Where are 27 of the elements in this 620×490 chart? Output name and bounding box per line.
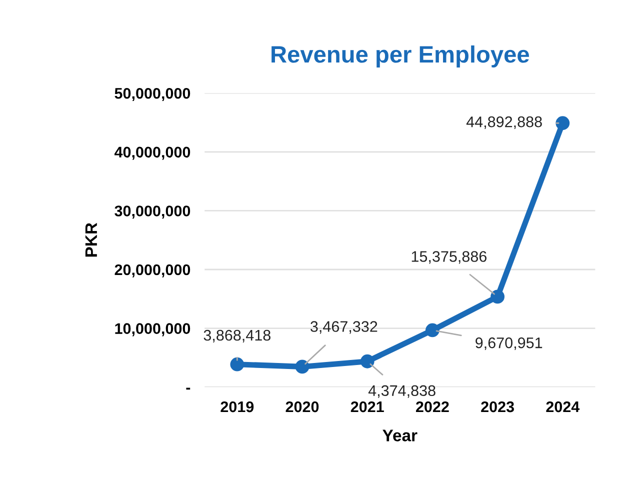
data-label: 4,374,838 xyxy=(368,385,436,398)
data-label: 15,375,886 xyxy=(412,251,487,264)
chart-title: Revenue per Employee xyxy=(272,45,530,68)
data-label: 3,868,418 xyxy=(204,330,270,342)
y-axis-title: PKR xyxy=(85,222,97,257)
point xyxy=(426,323,440,338)
x-axis-title: Year xyxy=(382,430,418,442)
y-tick-label: 20,000,000 xyxy=(114,264,190,278)
y-tick-label: 40,000,000 xyxy=(114,146,190,160)
point xyxy=(556,116,570,130)
point xyxy=(490,290,504,304)
x-tick-label: 2024 xyxy=(546,401,580,412)
point xyxy=(230,357,244,372)
data-label: 44,892,888 xyxy=(466,116,542,130)
y-tick-label: 30,000,000 xyxy=(114,206,190,219)
y-tick-label: 50,000,000 xyxy=(114,88,190,101)
y-tick-label: - xyxy=(186,388,190,390)
point xyxy=(295,360,310,374)
point xyxy=(360,354,374,368)
x-tick-label: 2019 xyxy=(220,401,254,412)
x-tick-label: 2022 xyxy=(416,401,449,412)
x-tick-label: 2021 xyxy=(350,401,384,412)
data-label: 9,670,951 xyxy=(476,337,542,350)
x-tick-label: 2023 xyxy=(481,401,514,412)
x-tick-label: 2020 xyxy=(286,401,319,412)
data-label: 3,467,332 xyxy=(310,321,378,334)
y-tick-label: 10,000,000 xyxy=(115,323,190,336)
